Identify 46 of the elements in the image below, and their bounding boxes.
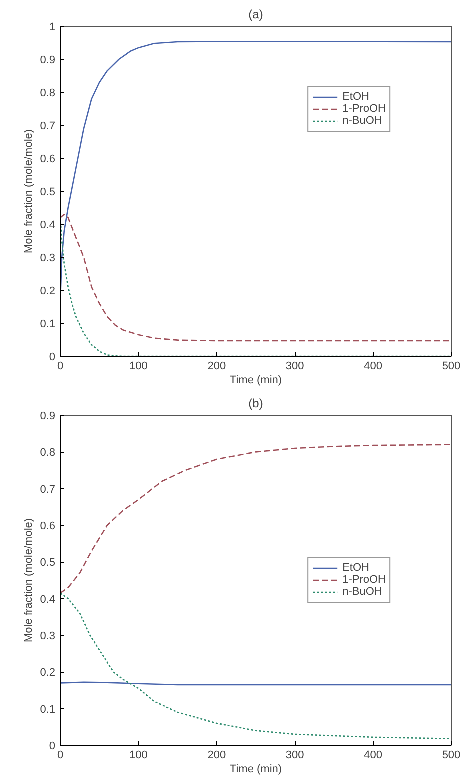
- x-tick-label: 0: [57, 360, 64, 372]
- y-tick-label: 0.8: [40, 88, 56, 100]
- y-tick-label: 0.6: [40, 520, 56, 532]
- chart-title: (b): [248, 396, 264, 410]
- y-axis-title: Mole fraction (mole/mole): [23, 129, 36, 254]
- y-tick-label: 0.9: [40, 54, 56, 66]
- y-tick-label: 0.3: [40, 630, 56, 642]
- y-tick-label: 0.9: [40, 410, 56, 422]
- y-tick-label: 0.2: [40, 286, 56, 298]
- y-tick-label: 0.2: [40, 667, 56, 680]
- y-tick-label: 0.6: [40, 154, 56, 166]
- y-tick-label: 0.7: [40, 120, 56, 132]
- x-tick-label: 400: [364, 360, 382, 372]
- y-tick-label: 0.4: [40, 220, 56, 232]
- x-tick-label: 0: [57, 750, 64, 762]
- y-tick-label: 0.1: [40, 318, 56, 330]
- x-axis-title: Time (min): [230, 764, 282, 776]
- x-tick-label: 400: [364, 750, 382, 762]
- x-tick-label: 500: [442, 360, 461, 372]
- x-tick-label: 300: [286, 750, 304, 762]
- chart-title: (a): [248, 8, 264, 22]
- y-tick-label: 0.1: [40, 704, 56, 716]
- x-tick-label: 100: [130, 360, 148, 372]
- y-tick-label: 1: [49, 22, 56, 34]
- x-tick-label: 500: [442, 750, 461, 762]
- x-tick-label: 100: [130, 750, 148, 762]
- line-series: [60, 444, 452, 594]
- y-tick-label: 0: [49, 352, 56, 364]
- y-tick-label: 0.3: [40, 252, 56, 264]
- legend-label: 1-ProOH: [342, 574, 386, 586]
- y-tick-label: 0: [49, 740, 56, 752]
- y-tick-label: 0.5: [40, 557, 56, 570]
- legend-label: n-BuOH: [342, 115, 382, 127]
- legend-label: n-BuOH: [342, 586, 382, 598]
- y-tick-label: 0.4: [40, 594, 56, 606]
- legend-label: EtOH: [342, 562, 370, 574]
- y-tick-label: 0.5: [40, 186, 56, 198]
- legend-label: 1-ProOH: [342, 103, 386, 115]
- y-tick-label: 0.7: [40, 484, 56, 496]
- x-axis-title: Time (min): [230, 374, 282, 386]
- x-tick-label: 200: [208, 750, 226, 762]
- y-axis-title: Mole fraction (mole/mole): [23, 518, 36, 643]
- legend-label: EtOH: [342, 91, 370, 103]
- x-tick-label: 300: [286, 360, 304, 372]
- x-tick-label: 200: [208, 360, 226, 372]
- y-tick-label: 0.8: [40, 447, 56, 460]
